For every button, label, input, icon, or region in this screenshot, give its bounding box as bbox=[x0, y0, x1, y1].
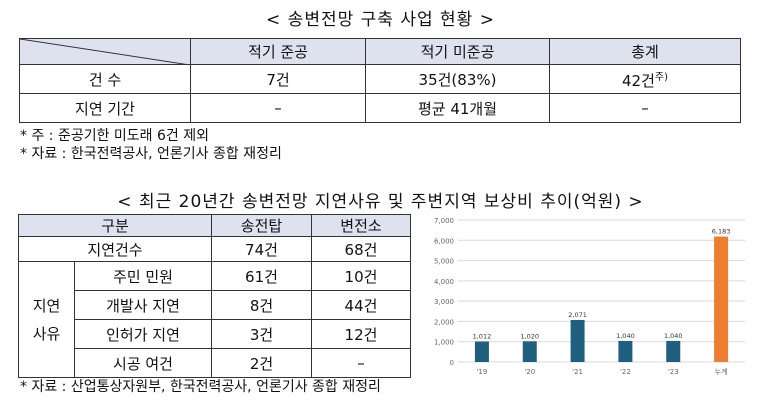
cell-count-ontime: 7건 bbox=[190, 64, 366, 94]
y-tick-label: 6,000 bbox=[434, 237, 454, 245]
bar bbox=[522, 341, 537, 362]
group-label-line1: 지연 bbox=[32, 296, 61, 315]
x-tick-label: '21 bbox=[572, 368, 583, 376]
y-tick-label: 1,000 bbox=[434, 339, 454, 347]
reason-tower: 2건 bbox=[211, 348, 312, 378]
y-tick-label: 3,000 bbox=[434, 298, 454, 306]
cell-delay-delayed: 평균 41개월 bbox=[365, 93, 550, 123]
bar bbox=[666, 340, 681, 362]
data-label: 1,040 bbox=[664, 332, 683, 340]
header-category: 구분 bbox=[18, 214, 212, 237]
y-tick-label: 4,000 bbox=[434, 278, 454, 286]
cell-count-total: 42건주) bbox=[549, 64, 741, 94]
reason-substation: 12건 bbox=[311, 319, 411, 349]
cell-delay-ontime: – bbox=[190, 93, 366, 123]
x-tick-label: 누계 bbox=[715, 367, 728, 376]
reason-label: 시공 여건 bbox=[74, 348, 212, 378]
table2-title: < 최근 20년간 송변전망 지연사유 및 주변지역 보상비 추이(억원) > bbox=[117, 192, 644, 212]
delay-reason-table: 구분 송전탑 변전소 지연건수 74건 68건 지연 사유 주민 민원 61건 … bbox=[18, 214, 411, 378]
reason-substation: – bbox=[311, 348, 411, 378]
reason-tower: 3건 bbox=[211, 319, 312, 349]
reason-label: 주민 민원 bbox=[74, 261, 212, 291]
reason-substation: 44건 bbox=[311, 290, 411, 320]
data-label: 1,040 bbox=[616, 332, 635, 340]
header-substation: 변전소 bbox=[311, 214, 411, 237]
data-label: 2,071 bbox=[568, 311, 587, 319]
x-tick-label: '20 bbox=[524, 368, 535, 376]
x-tick-label: '22 bbox=[620, 368, 631, 376]
data-label: 6,183 bbox=[712, 228, 731, 236]
col-header-total: 총계 bbox=[549, 38, 741, 65]
x-tick-label: '23 bbox=[668, 368, 679, 376]
reason-label: 인허가 지연 bbox=[74, 319, 212, 349]
header-tower: 송전탑 bbox=[211, 214, 312, 237]
y-tick-label: 7,000 bbox=[434, 217, 454, 225]
cell-total-substation: 68건 bbox=[311, 236, 411, 262]
row-label-delay: 지연 기간 bbox=[19, 93, 191, 123]
diagonal-line bbox=[20, 39, 190, 65]
cell-count-delayed: 35건(83%) bbox=[365, 64, 550, 94]
compensation-chart: 0 1,000 2,000 3,000 4,000 5,000 6,000 7,000 1,01… bbox=[420, 212, 753, 384]
project-status-table: 적기 준공 적기 미준공 총계 건 수 7건 35건(83%) 42건주) 지연… bbox=[19, 38, 741, 123]
table1-note-1: * 주 : 준공기한 미도래 6건 제외 bbox=[20, 128, 210, 144]
cell-delay-total: – bbox=[549, 93, 741, 123]
bar bbox=[474, 341, 489, 362]
y-tick-label: 5,000 bbox=[434, 258, 454, 266]
footnote-marker: 주) bbox=[654, 71, 668, 83]
table1-title: < 송변전망 구축 사업 현황 > bbox=[266, 10, 495, 30]
col-header-delayed: 적기 미준공 bbox=[365, 38, 550, 65]
chart-svg: 0 1,000 2,000 3,000 4,000 5,000 6,000 7,000 1,01… bbox=[434, 217, 745, 376]
table1-note-2: * 자료 : 한국전력공사, 언론기사 종합 재정리 bbox=[20, 146, 282, 162]
reason-tower: 8건 bbox=[211, 290, 312, 320]
col-header-ontime: 적기 준공 bbox=[190, 38, 366, 65]
y-tick-label: 0 bbox=[450, 359, 454, 367]
cell-total-tower: 74건 bbox=[211, 236, 312, 262]
reason-substation: 10건 bbox=[311, 261, 411, 291]
reason-label: 개발사 지연 bbox=[74, 290, 212, 320]
group-label-line2: 사유 bbox=[32, 324, 61, 343]
reason-tower: 61건 bbox=[211, 261, 312, 291]
diagonal-header-cell bbox=[19, 38, 191, 65]
x-tick-label: '19 bbox=[476, 368, 487, 376]
group-label-reason: 지연 사유 bbox=[18, 261, 75, 378]
bar bbox=[618, 340, 633, 362]
data-label: 1,020 bbox=[520, 332, 539, 340]
data-label: 1,012 bbox=[473, 332, 492, 340]
row-label-count: 건 수 bbox=[19, 64, 191, 94]
bar bbox=[570, 319, 585, 362]
y-tick-label: 2,000 bbox=[434, 318, 454, 326]
count-total-value: 42건 bbox=[622, 71, 655, 90]
row-label-total: 지연건수 bbox=[18, 236, 212, 262]
bar bbox=[714, 236, 729, 362]
table2-note: * 자료 : 산업통상자원부, 한국전력공사, 언론기사 종합 재정리 bbox=[20, 379, 381, 395]
